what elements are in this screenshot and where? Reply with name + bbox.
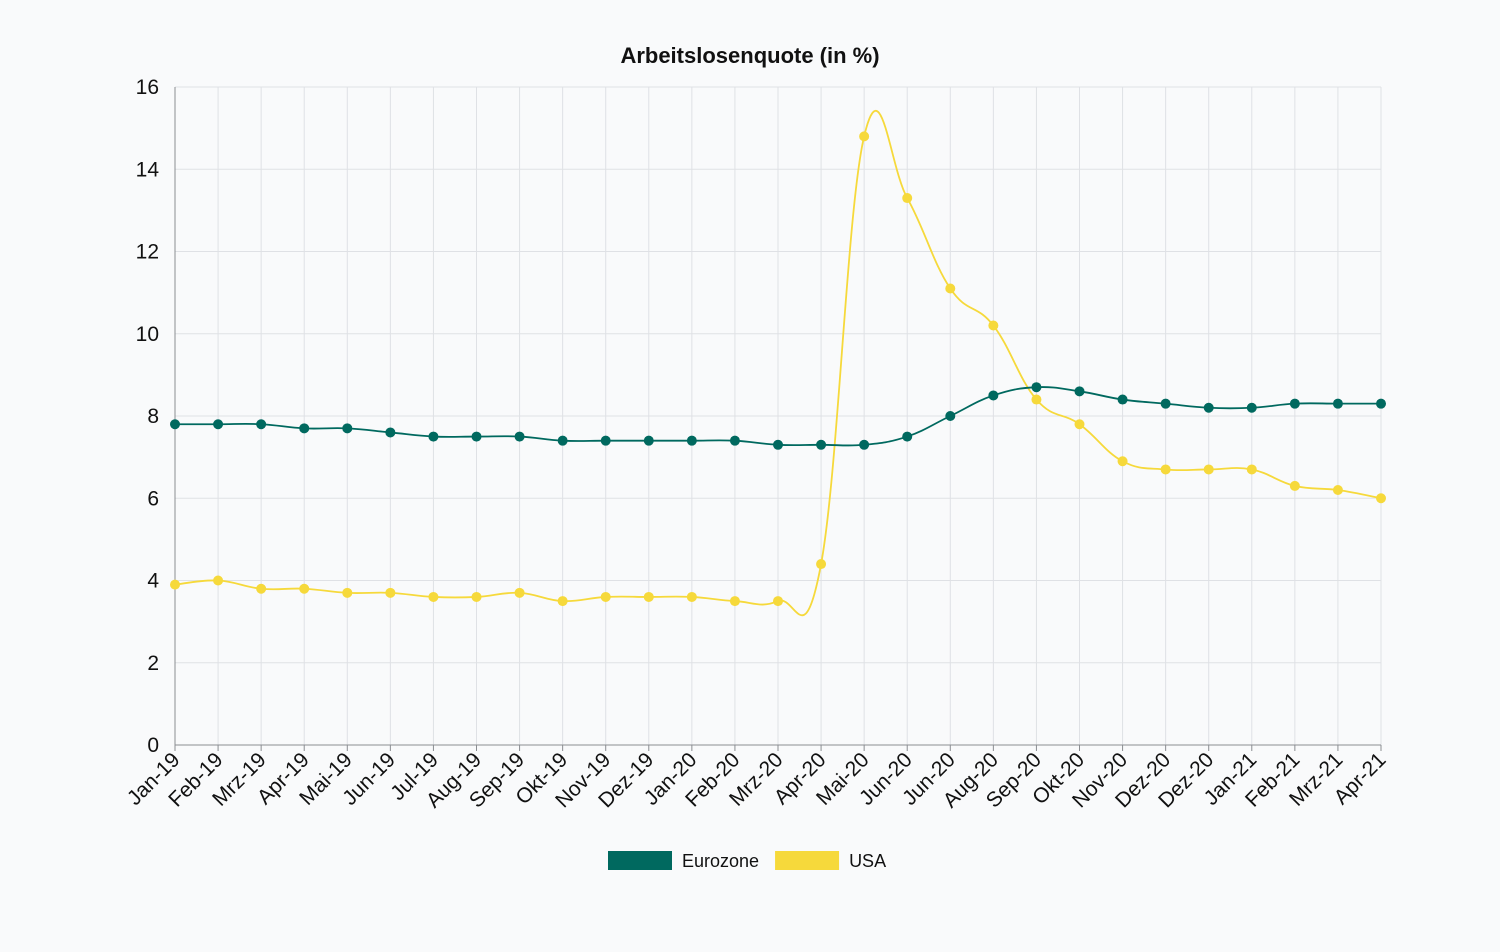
data-point-usa [1117,456,1128,467]
data-point-usa [773,596,783,607]
y-tick-label: 4 [147,570,159,593]
data-point-eurozone [385,427,396,438]
data-point-eurozone [213,419,224,430]
y-tick-label: 10 [136,323,159,346]
data-point-usa [514,587,525,598]
data-point-eurozone [945,411,956,421]
data-point-usa [902,193,913,204]
legend-swatch-eurozone [608,851,672,870]
series-eurozone [170,382,1386,450]
legend-label-usa: USA [849,851,886,871]
data-point-eurozone [600,435,611,446]
data-point-usa [471,591,482,602]
data-point-eurozone [428,431,439,442]
data-point-eurozone [557,435,568,446]
legend: Eurozone USA [608,851,886,871]
data-point-eurozone [514,431,525,442]
y-tick-label: 2 [147,652,159,675]
data-point-usa [945,283,956,294]
data-point-usa [557,596,568,607]
y-tick-label: 6 [147,487,159,510]
data-point-usa [299,583,310,594]
series-usa [170,110,1386,617]
data-point-usa [1376,493,1386,504]
y-tick-label: 12 [136,241,159,264]
data-point-usa [1074,419,1085,430]
data-point-eurozone [816,439,827,450]
data-point-usa [600,591,611,602]
legend-item-eurozone: Eurozone [608,851,759,871]
data-point-usa [643,591,654,602]
legend-label-eurozone: Eurozone [682,851,759,871]
data-point-eurozone [988,390,999,401]
data-point-eurozone [1117,394,1128,405]
legend-item-usa: USA [775,851,886,871]
data-point-eurozone [299,423,310,434]
data-point-usa [342,587,353,598]
data-point-eurozone [773,439,783,450]
y-tick-label: 14 [136,158,160,181]
data-point-usa [385,587,396,598]
data-point-eurozone [902,431,913,442]
data-point-usa [988,320,999,331]
data-point-eurozone [170,419,180,430]
data-point-usa [1203,464,1214,475]
data-point-usa [1031,394,1042,405]
data-point-usa [816,559,827,570]
data-point-eurozone [342,423,353,434]
data-point-usa [859,131,870,142]
data-point-eurozone [1074,386,1085,397]
data-point-eurozone [1031,382,1042,393]
axes [174,87,1382,751]
grid [175,86,1382,745]
data-point-eurozone [256,419,267,430]
data-point-eurozone [1246,402,1257,413]
data-point-eurozone [1160,398,1171,409]
y-tick-label: 16 [136,76,159,99]
data-point-eurozone [643,435,654,446]
data-point-usa [1246,464,1257,475]
data-point-usa [729,596,740,607]
data-point-eurozone [1332,398,1343,409]
data-point-eurozone [1376,398,1386,409]
data-point-eurozone [1203,402,1214,413]
tick-labels: 0246810121416Jan-19Feb-19Mrz-19Apr-19Mai… [123,76,1391,812]
chart-title: Arbeitslosenquote (in %) [620,43,879,68]
data-point-usa [1289,480,1300,491]
data-point-eurozone [686,435,697,446]
y-tick-label: 0 [147,734,159,757]
data-point-usa [686,591,697,602]
data-point-eurozone [729,435,740,446]
data-point-usa [1332,485,1343,496]
y-tick-label: 8 [147,405,159,428]
data-point-eurozone [859,439,870,450]
data-point-usa [256,583,267,594]
data-point-usa [213,575,224,586]
series-layer [170,110,1386,617]
data-point-eurozone [1289,398,1300,409]
legend-swatch-usa [775,851,840,870]
data-point-usa [1160,464,1171,475]
data-point-eurozone [471,431,482,442]
data-point-usa [428,591,439,602]
data-point-usa [170,579,180,590]
